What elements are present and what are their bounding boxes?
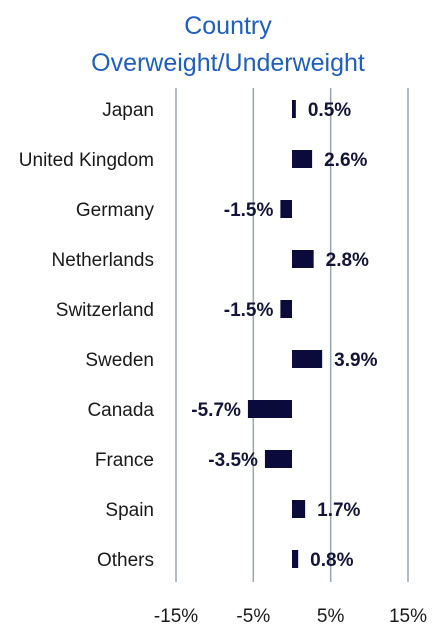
data-label: 0.5% (308, 100, 351, 121)
category-label: Spain (105, 500, 154, 521)
x-axis-tick-labels: -15% -5% 5% 15% (154, 606, 427, 627)
x-tick-label: -5% (236, 606, 270, 627)
bar (247, 400, 292, 418)
bars (247, 100, 323, 568)
category-label: Others (97, 550, 154, 571)
category-label: Germany (76, 200, 155, 221)
gridlines (175, 88, 409, 582)
data-label: -5.7% (191, 400, 241, 421)
data-label: -3.5% (208, 450, 258, 471)
category-label: France (95, 450, 154, 471)
category-label: Japan (102, 100, 154, 121)
data-label: 0.8% (310, 550, 353, 571)
data-label: 2.6% (324, 150, 367, 171)
category-label: Sweden (85, 350, 154, 371)
bar (292, 550, 299, 568)
x-tick-label: 15% (389, 606, 427, 627)
bar (292, 150, 313, 168)
chart-title-line-2: Overweight/Underweight (91, 49, 365, 77)
category-label: Netherlands (52, 250, 154, 271)
x-tick-label: 5% (317, 606, 345, 627)
x-tick-label: -15% (154, 606, 198, 627)
bar (292, 250, 314, 268)
bar (280, 300, 292, 318)
chart-title: Country Overweight/Underweight (0, 8, 442, 82)
category-labels: Japan United Kingdom Germany Netherlands Swi… (19, 100, 155, 571)
data-label: -1.5% (224, 200, 274, 221)
category-label: Switzerland (56, 300, 154, 321)
data-label: -1.5% (224, 300, 274, 321)
bar (292, 100, 296, 118)
bar (292, 500, 306, 518)
chart-title-line-1: Country (184, 12, 272, 40)
bar (264, 450, 292, 468)
data-label: 2.8% (326, 250, 369, 271)
category-label: United Kingdom (19, 150, 154, 171)
value-labels: 0.5% 2.6% -1.5% 2.8% -1.5% 3.9% -5.7% -3.5% 1.7%… (191, 100, 377, 571)
category-label: Canada (87, 400, 154, 421)
data-label: 1.7% (317, 500, 360, 521)
bar (280, 200, 292, 218)
bar (292, 350, 323, 368)
data-label: 3.9% (334, 350, 377, 371)
